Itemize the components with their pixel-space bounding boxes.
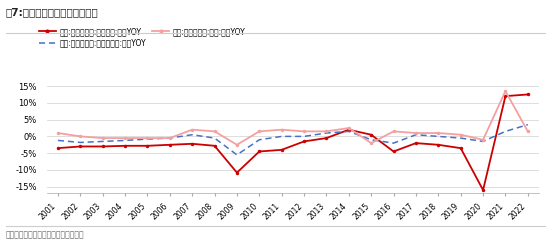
Legend: 日本:商业销售额:百货商店:总计YOY, 日本:商业销售额:大型零售店:总计YOY, 日本:商业销售额:超市:总计YOY: 日本:商业销售额:百货商店:总计YOY, 日本:商业销售额:大型零售店:总计YO… <box>36 24 249 50</box>
Text: 数据来源：日本统计局，中信建投证券: 数据来源：日本统计局，中信建投证券 <box>6 231 84 240</box>
Text: 图7:日本零售渠道市场规模增速: 图7:日本零售渠道市场规模增速 <box>6 7 98 17</box>
